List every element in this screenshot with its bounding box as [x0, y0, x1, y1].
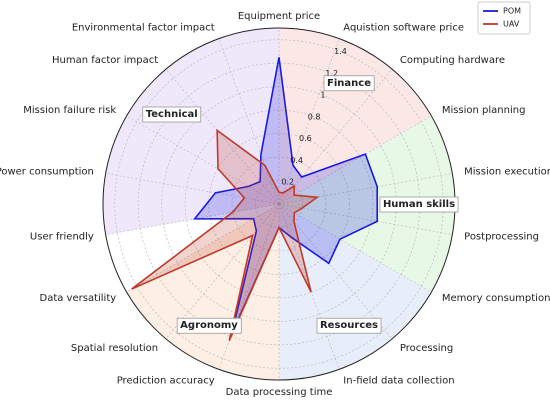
- spoke: [278, 173, 453, 205]
- spoke: [278, 68, 393, 205]
- spoke: [126, 115, 280, 205]
- category-label: In-field data collection: [343, 376, 454, 387]
- category-label: Mission failure risk: [23, 105, 116, 116]
- r-tick-label: 0.4: [290, 156, 303, 165]
- series-area: [131, 128, 320, 342]
- category-label: Postprocessing: [464, 232, 539, 243]
- spoke: [278, 38, 340, 205]
- group-label: Technical: [146, 109, 198, 120]
- category-label: Mission planning: [442, 105, 526, 116]
- category-label: Power consumption: [0, 166, 94, 177]
- spoke: [105, 203, 280, 235]
- legend-box: [477, 1, 531, 35]
- category-label: Equipment price: [238, 11, 320, 22]
- r-tick-label: 0.8: [308, 112, 321, 121]
- legend-label: UAV: [503, 20, 520, 29]
- group-label-box: [323, 75, 375, 92]
- category-label: Spatial resolution: [71, 343, 158, 354]
- spoke: [278, 203, 453, 235]
- group-label: Human skills: [383, 199, 455, 210]
- sector: [279, 204, 432, 380]
- spoke: [105, 173, 280, 205]
- group-label-box: [142, 106, 202, 123]
- sector: [103, 28, 280, 235]
- category-label: Aquistion software price: [343, 22, 464, 33]
- category-label: Computing hardware: [400, 55, 505, 66]
- group-label: Agronomy: [180, 320, 238, 331]
- category-label: Prediction accuracy: [117, 376, 215, 387]
- group-label-box: [379, 196, 459, 213]
- spoke: [165, 203, 280, 340]
- legend-label: POM: [503, 7, 521, 16]
- group-label: Resources: [320, 320, 378, 331]
- category-label: Data processing time: [226, 387, 333, 398]
- group-label-box: [316, 317, 382, 334]
- r-tick-label: 1.4: [334, 47, 347, 56]
- r-tick-label: 0.6: [299, 134, 312, 143]
- spoke: [278, 203, 393, 340]
- r-tick-label: 1.2: [325, 69, 338, 78]
- category-label: Environmental factor impact: [72, 22, 215, 33]
- spoke: [218, 38, 280, 205]
- category-label: Mission execution: [464, 166, 550, 177]
- group-label-box: [176, 317, 242, 334]
- category-label: Human factor impact: [52, 55, 158, 66]
- sector: [279, 116, 455, 292]
- spoke: [218, 203, 280, 370]
- grid-circle: [208, 133, 350, 275]
- category-label: Data versatility: [40, 293, 117, 304]
- category-label: User friendly: [30, 232, 94, 243]
- spoke: [278, 203, 432, 293]
- category-label: Processing: [400, 343, 453, 354]
- sector: [126, 204, 279, 380]
- r-tick-label: 0.2: [281, 178, 294, 187]
- r-tick-label: 1: [320, 91, 325, 100]
- sector: [279, 28, 432, 204]
- spoke: [278, 115, 432, 205]
- grid-circle: [231, 156, 327, 252]
- group-label: Finance: [327, 78, 371, 89]
- category-label: Memory consumption: [442, 293, 550, 304]
